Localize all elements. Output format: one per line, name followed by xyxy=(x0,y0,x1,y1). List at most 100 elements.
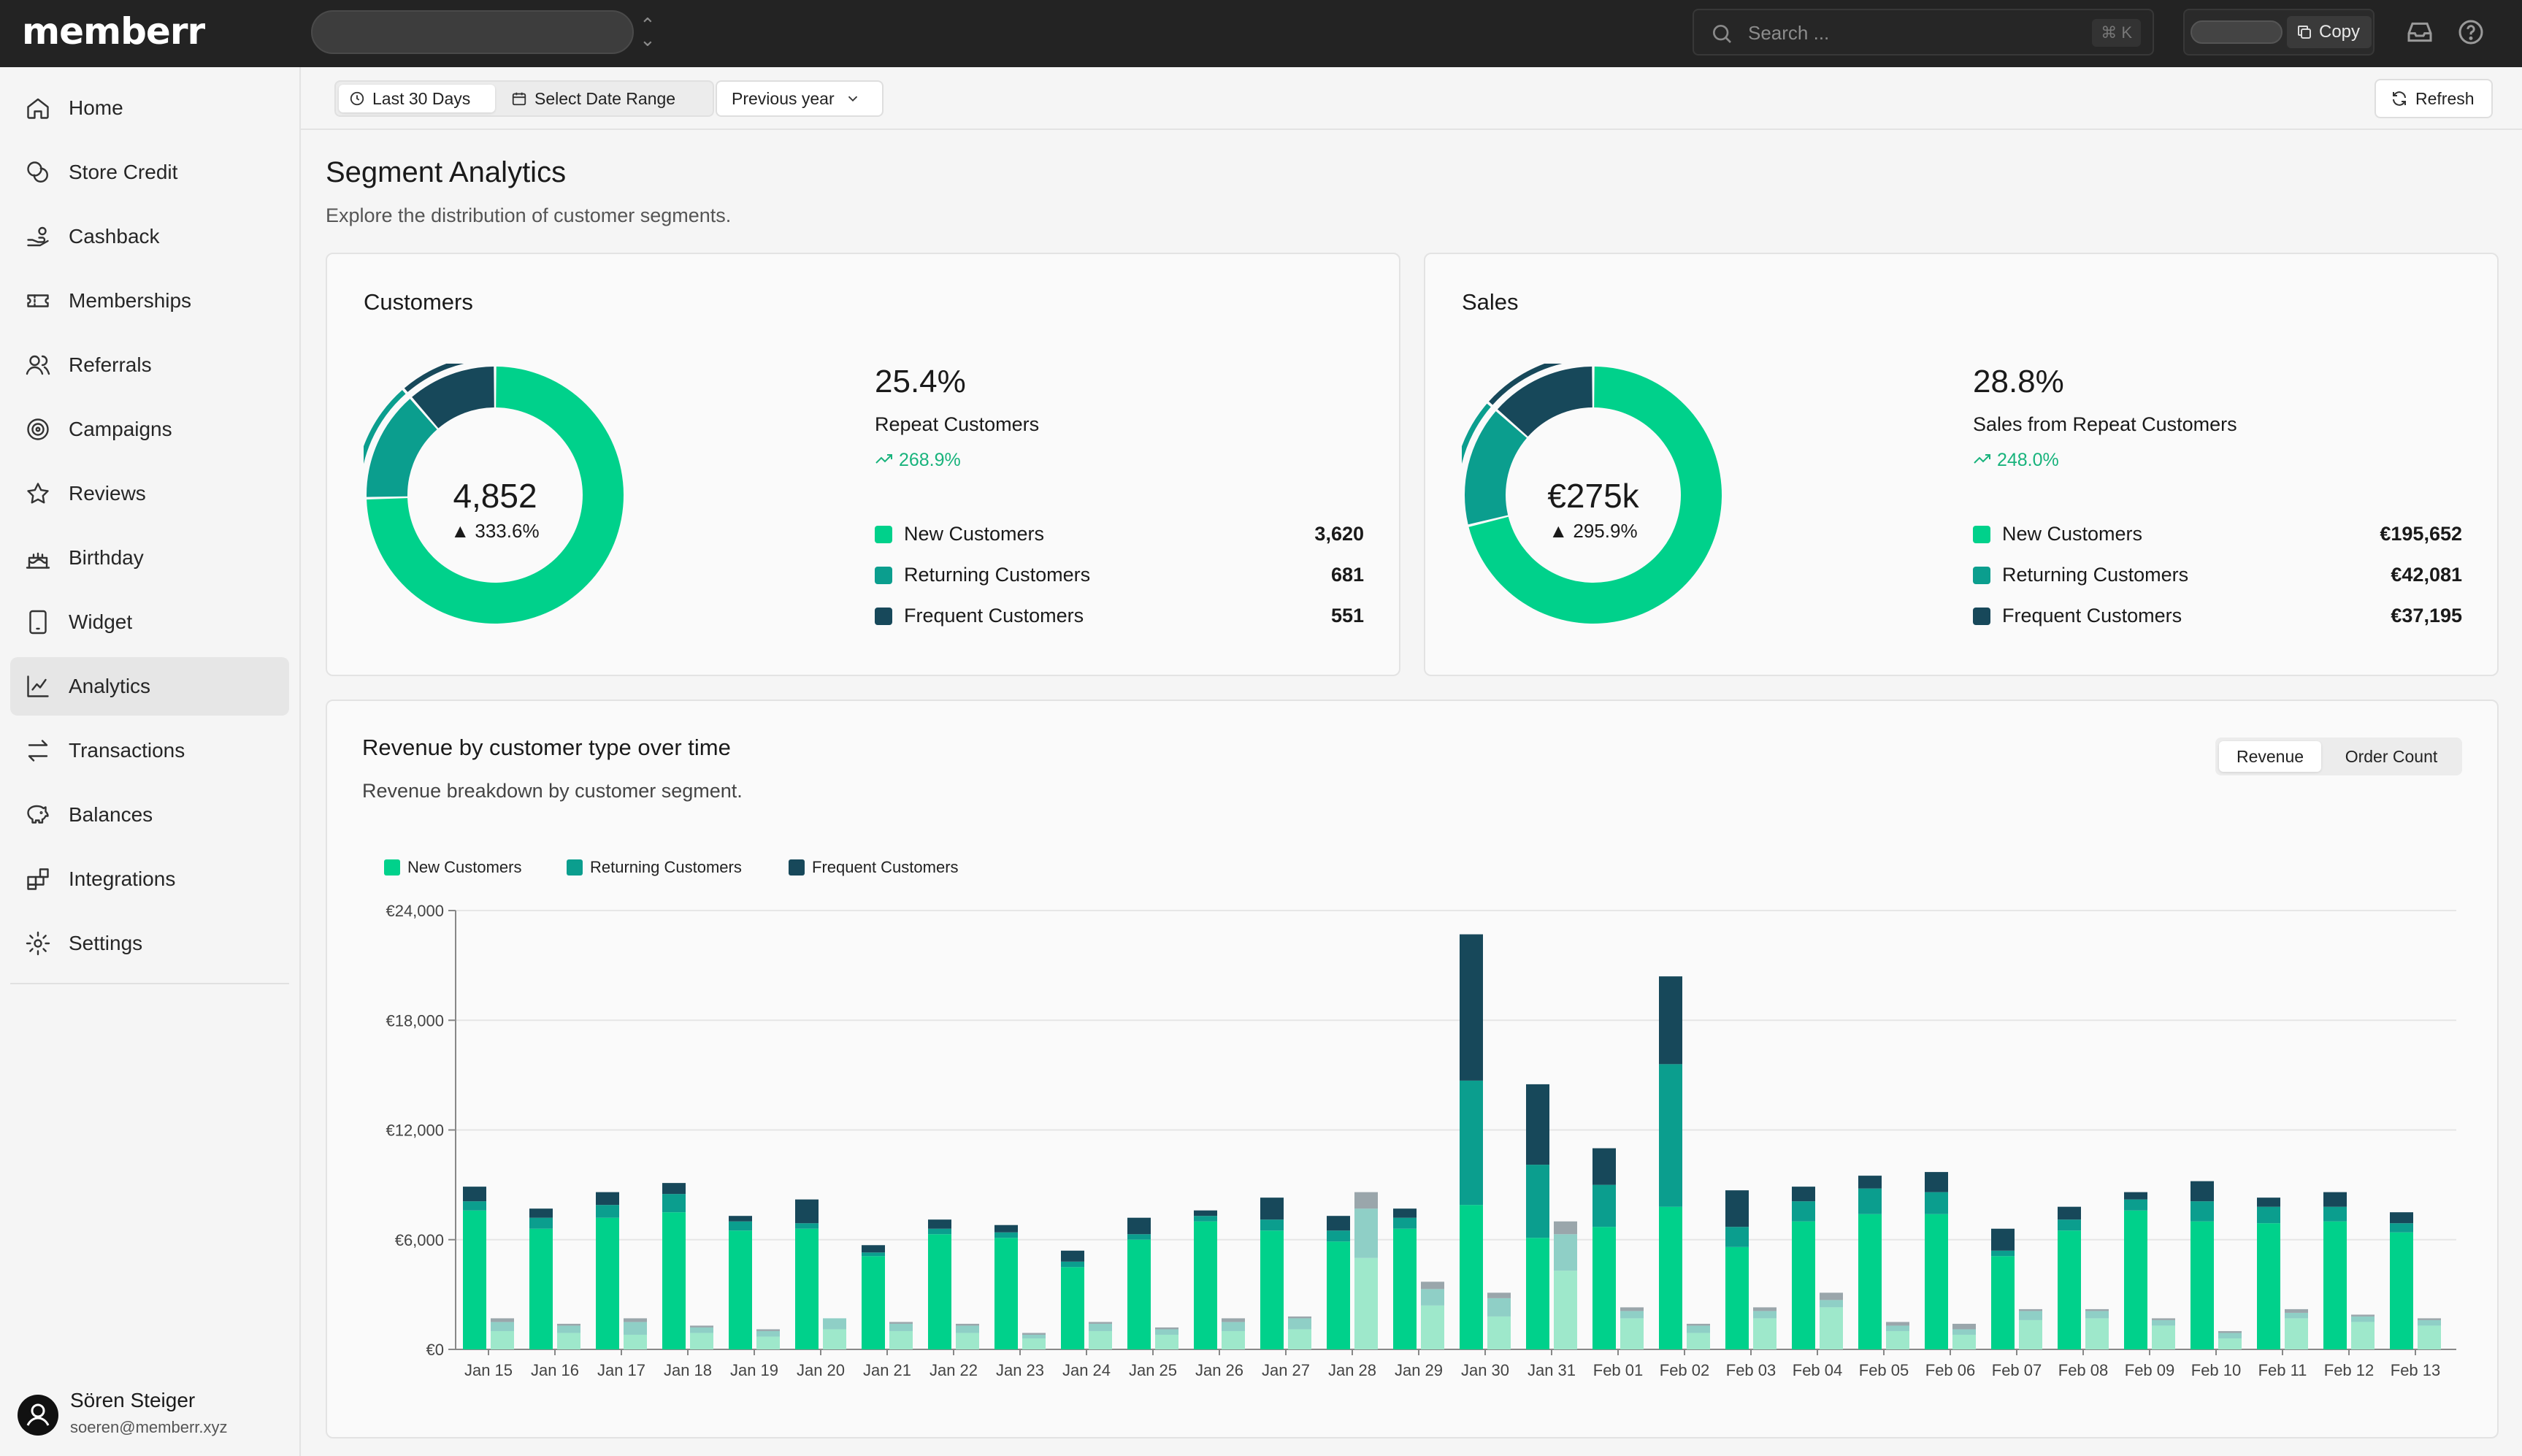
bar-frequent-customers[interactable] xyxy=(2124,1192,2147,1200)
bar-new-customers[interactable] xyxy=(2257,1223,2280,1349)
bar-previous-period[interactable] xyxy=(690,1327,713,1333)
bar-previous-period[interactable] xyxy=(2351,1316,2375,1322)
bar-new-customers[interactable] xyxy=(1061,1267,1084,1349)
bar-previous-period[interactable] xyxy=(2418,1319,2441,1326)
bar-returning-customers[interactable] xyxy=(2191,1201,2214,1222)
bar-frequent-customers[interactable] xyxy=(862,1245,885,1253)
bar-frequent-customers[interactable] xyxy=(1792,1187,1815,1202)
bar-returning-customers[interactable] xyxy=(1792,1201,1815,1222)
sidebar-item-campaigns[interactable]: Campaigns xyxy=(10,400,289,459)
bar-previous-period[interactable] xyxy=(1155,1334,1178,1349)
bar-previous-period[interactable] xyxy=(491,1330,514,1349)
bar-previous-period[interactable] xyxy=(1421,1305,1444,1349)
revenue-tab[interactable]: Revenue xyxy=(2219,741,2321,772)
bar-previous-period[interactable] xyxy=(2019,1309,2042,1311)
sales-slice-returning-customers[interactable] xyxy=(1465,411,1528,525)
bar-returning-customers[interactable] xyxy=(1393,1217,1417,1229)
bar-returning-customers[interactable] xyxy=(795,1223,819,1229)
bar-frequent-customers[interactable] xyxy=(1592,1148,1616,1185)
bar-previous-period[interactable] xyxy=(1354,1192,1378,1209)
bar-previous-period[interactable] xyxy=(1288,1329,1311,1349)
workspace-selector[interactable] xyxy=(311,10,634,54)
last-30-days-button[interactable]: Last 30 Days xyxy=(339,85,495,112)
bar-previous-period[interactable] xyxy=(1886,1330,1909,1349)
bar-previous-period[interactable] xyxy=(956,1325,979,1333)
bar-previous-period[interactable] xyxy=(1354,1208,1378,1258)
bar-new-customers[interactable] xyxy=(1991,1256,2015,1349)
bar-returning-customers[interactable] xyxy=(2323,1206,2347,1222)
bar-returning-customers[interactable] xyxy=(1592,1184,1616,1227)
bar-returning-customers[interactable] xyxy=(862,1252,885,1257)
bar-previous-period[interactable] xyxy=(2285,1309,2308,1313)
bar-previous-period[interactable] xyxy=(1155,1327,1178,1330)
bar-previous-period[interactable] xyxy=(1155,1329,1178,1335)
bar-returning-customers[interactable] xyxy=(1659,1064,1682,1207)
bar-previous-period[interactable] xyxy=(1820,1292,1843,1300)
bar-previous-period[interactable] xyxy=(2152,1318,2175,1320)
bar-frequent-customers[interactable] xyxy=(729,1216,752,1222)
bar-previous-period[interactable] xyxy=(1554,1234,1577,1271)
bar-previous-period[interactable] xyxy=(1554,1271,1577,1349)
customers-slice-frequent-customers[interactable] xyxy=(412,367,494,429)
bar-previous-period[interactable] xyxy=(1354,1257,1378,1349)
memberr-logo[interactable]: memberr xyxy=(22,10,205,53)
bar-frequent-customers[interactable] xyxy=(2257,1198,2280,1207)
bar-previous-period[interactable] xyxy=(557,1325,580,1333)
bar-previous-period[interactable] xyxy=(1620,1307,1644,1311)
bar-new-customers[interactable] xyxy=(2323,1221,2347,1349)
bar-returning-customers[interactable] xyxy=(1260,1219,1284,1231)
bar-previous-period[interactable] xyxy=(491,1322,514,1331)
bar-returning-customers[interactable] xyxy=(2058,1219,2081,1231)
bar-new-customers[interactable] xyxy=(2390,1232,2413,1349)
bar-frequent-customers[interactable] xyxy=(529,1208,553,1218)
bar-new-customers[interactable] xyxy=(1592,1227,1616,1349)
bar-previous-period[interactable] xyxy=(1952,1323,1976,1330)
bar-previous-period[interactable] xyxy=(2019,1311,2042,1320)
bar-previous-period[interactable] xyxy=(2019,1319,2042,1349)
bar-new-customers[interactable] xyxy=(795,1228,819,1349)
bar-previous-period[interactable] xyxy=(624,1334,647,1349)
bar-frequent-customers[interactable] xyxy=(1925,1172,1948,1192)
bar-returning-customers[interactable] xyxy=(463,1201,486,1211)
bar-new-customers[interactable] xyxy=(1194,1221,1217,1349)
bar-returning-customers[interactable] xyxy=(1194,1216,1217,1222)
bar-previous-period[interactable] xyxy=(1620,1318,1644,1349)
bar-returning-customers[interactable] xyxy=(1725,1227,1749,1247)
bar-new-customers[interactable] xyxy=(1393,1228,1417,1349)
bar-new-customers[interactable] xyxy=(2058,1230,2081,1349)
select-date-range-button[interactable]: Select Date Range xyxy=(501,85,713,112)
bar-frequent-customers[interactable] xyxy=(1991,1228,2015,1251)
bar-returning-customers[interactable] xyxy=(529,1217,553,1229)
bar-new-customers[interactable] xyxy=(1460,1205,1483,1349)
bar-previous-period[interactable] xyxy=(889,1323,913,1331)
bar-returning-customers[interactable] xyxy=(1327,1230,1350,1242)
bar-new-customers[interactable] xyxy=(2191,1221,2214,1349)
sidebar-item-referrals[interactable]: Referrals xyxy=(10,336,289,394)
bar-frequent-customers[interactable] xyxy=(1526,1084,1549,1165)
bar-previous-period[interactable] xyxy=(1288,1318,1311,1330)
bar-previous-period[interactable] xyxy=(1487,1298,1511,1317)
search-input[interactable]: Search ... ⌘ K xyxy=(1693,9,2154,55)
bar-new-customers[interactable] xyxy=(1127,1239,1151,1349)
bar-returning-customers[interactable] xyxy=(1526,1165,1549,1238)
bar-returning-customers[interactable] xyxy=(1460,1080,1483,1206)
bar-previous-period[interactable] xyxy=(1620,1311,1644,1319)
bar-frequent-customers[interactable] xyxy=(2323,1192,2347,1207)
sidebar-item-integrations[interactable]: Integrations xyxy=(10,850,289,908)
bar-previous-period[interactable] xyxy=(1222,1322,1245,1331)
bar-previous-period[interactable] xyxy=(2085,1309,2109,1311)
bar-returning-customers[interactable] xyxy=(1991,1250,2015,1257)
bar-previous-period[interactable] xyxy=(956,1323,979,1326)
bar-previous-period[interactable] xyxy=(2085,1311,2109,1319)
bar-previous-period[interactable] xyxy=(2418,1325,2441,1349)
bar-frequent-customers[interactable] xyxy=(795,1199,819,1224)
sidebar-item-transactions[interactable]: Transactions xyxy=(10,721,289,780)
bar-returning-customers[interactable] xyxy=(1858,1188,1882,1214)
bar-new-customers[interactable] xyxy=(1659,1206,1682,1349)
bar-frequent-customers[interactable] xyxy=(1659,976,1682,1065)
bar-previous-period[interactable] xyxy=(690,1325,713,1327)
bar-previous-period[interactable] xyxy=(1554,1221,1577,1235)
customers-slice-returning-customers[interactable] xyxy=(367,399,437,497)
bar-new-customers[interactable] xyxy=(1792,1221,1815,1349)
bar-new-customers[interactable] xyxy=(1925,1214,1948,1349)
